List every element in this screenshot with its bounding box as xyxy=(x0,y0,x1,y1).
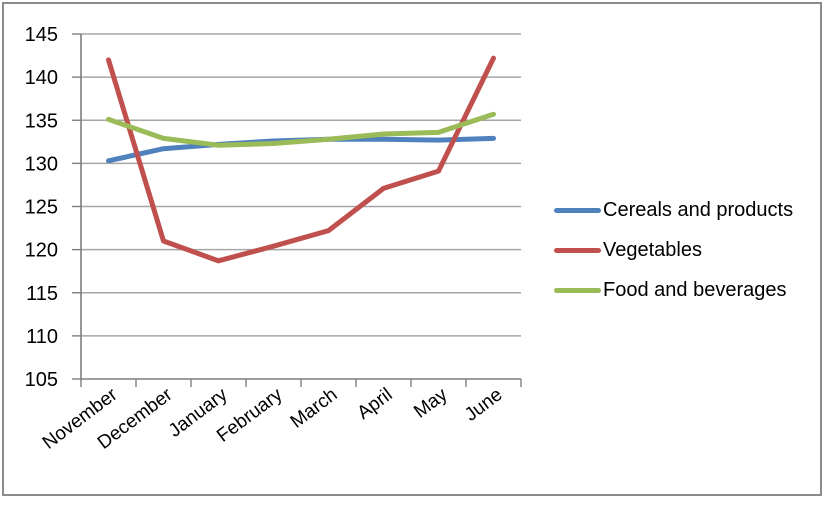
legend-label-food: Food and beverages xyxy=(603,278,787,301)
y-axis-label: 145 xyxy=(25,24,58,46)
x-axis-label: April xyxy=(354,384,397,424)
x-axis-label: May xyxy=(410,384,452,423)
y-axis-label: 105 xyxy=(25,369,58,391)
y-axis-label: 125 xyxy=(25,197,58,219)
legend-swatch-vegetables-line xyxy=(554,247,601,253)
legend-label-cereals: Cereals and products xyxy=(603,198,794,221)
legend-swatch-food-line xyxy=(554,287,601,293)
legend-item-food: Food and beverages xyxy=(554,270,793,310)
legend-label-vegetables: Vegetables xyxy=(603,238,702,261)
x-axis-label: March xyxy=(287,384,342,433)
series-line-1 xyxy=(106,55,496,264)
x-axis-label: June xyxy=(461,384,507,426)
legend-item-vegetables: Vegetables xyxy=(554,230,793,270)
legend-item-cereals: Cereals and products xyxy=(554,190,793,230)
y-axis-label: 135 xyxy=(25,110,58,132)
y-axis-label: 120 xyxy=(25,240,58,262)
y-axis-label: 130 xyxy=(25,153,58,175)
y-axis-label: 110 xyxy=(26,326,58,348)
y-axis-label: 115 xyxy=(26,283,58,305)
y-axis-label: 140 xyxy=(25,67,58,89)
legend-swatch-cereals-line xyxy=(554,207,601,213)
legend: Cereals and products Vegetables Food and… xyxy=(554,190,793,310)
series-line-2 xyxy=(106,111,496,148)
